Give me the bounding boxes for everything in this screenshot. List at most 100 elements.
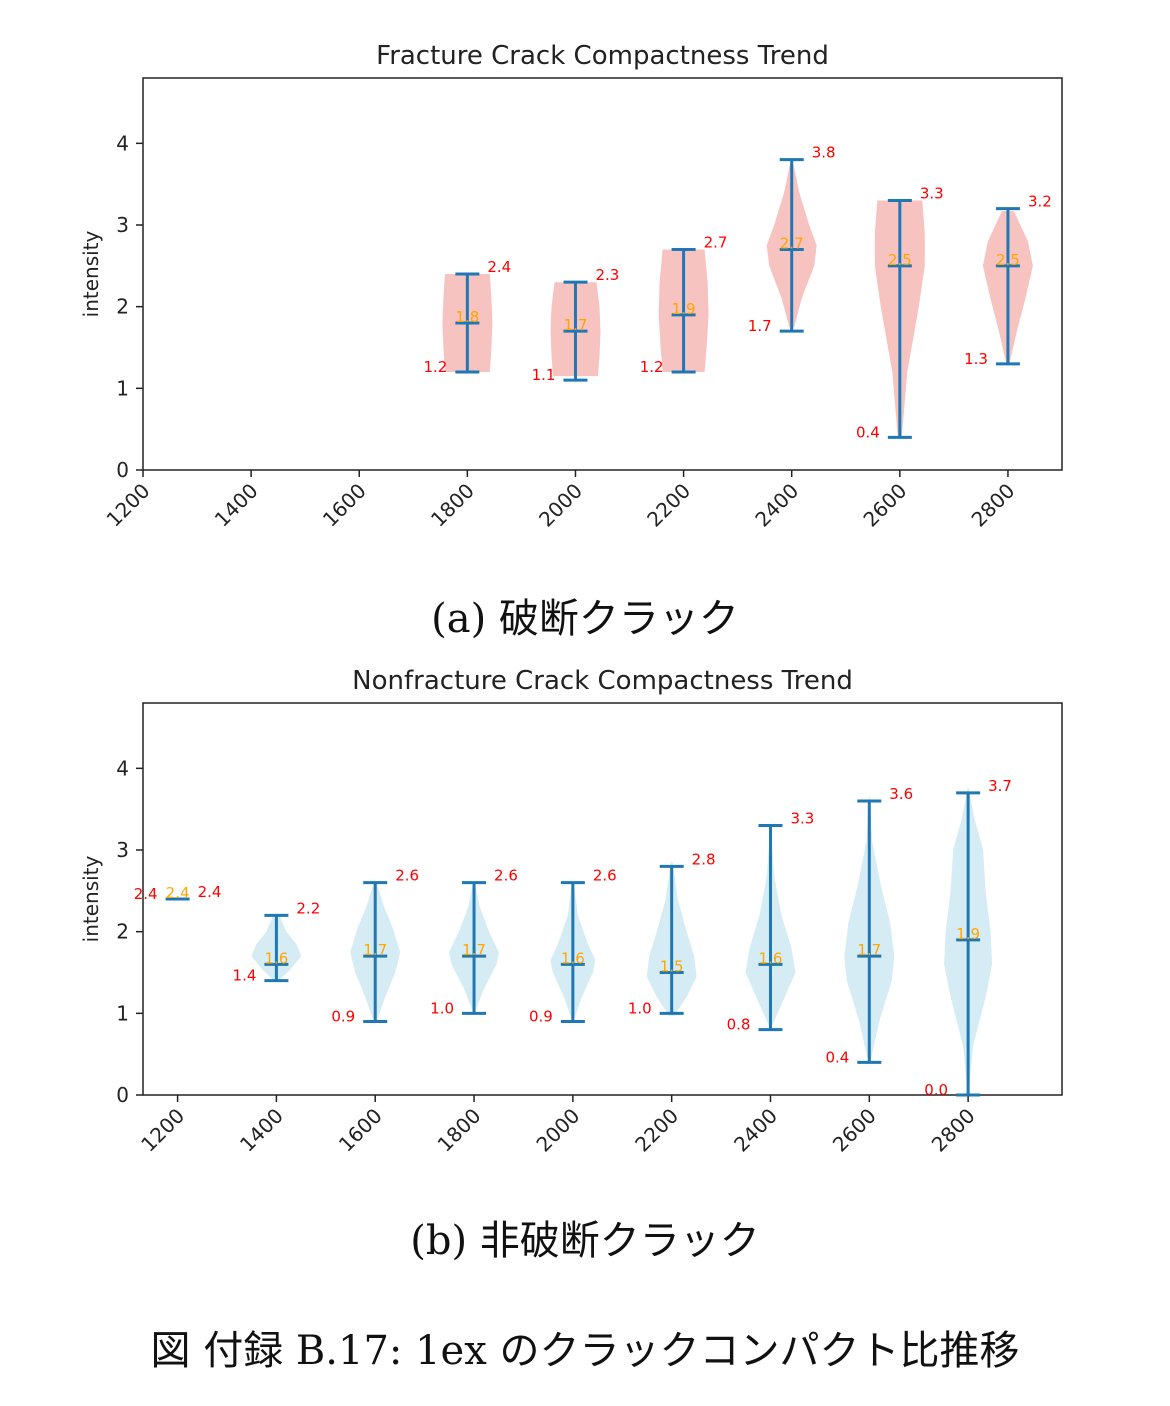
x-tick-label: 2000 [531, 1104, 584, 1157]
mean-label: 1.6 [561, 949, 585, 967]
x-tick-label: 2800 [967, 479, 1020, 532]
fracture-chart: Fracture Crack Compactness Trend 0 1 2 3 4 120… [0, 30, 1170, 590]
mean-label: 1.6 [264, 949, 288, 967]
x-tick-label: 1200 [102, 479, 155, 532]
max-label: 2.6 [395, 867, 419, 885]
max-label: 2.6 [593, 867, 617, 885]
y-tick-label: 1 [116, 376, 129, 400]
violin: 0.0 3.7 1.9 [924, 777, 1012, 1099]
mean-label: 1.8 [455, 308, 479, 326]
x-tick-label: 2800 [927, 1104, 980, 1157]
x-tick-label: 2200 [630, 1104, 683, 1157]
plot-frame [142, 77, 1063, 471]
mean-label: 1.7 [857, 941, 881, 959]
y-axis-label: intensity [79, 855, 103, 942]
violin: 0.4 3.3 2.5 [856, 185, 944, 442]
x-tick-label: 1600 [318, 479, 371, 532]
mean-label: 1.9 [956, 925, 980, 943]
chart-title: Nonfracture Crack Compactness Trend [352, 666, 853, 696]
y-tick-label: 4 [116, 131, 129, 155]
min-label: 2.4 [134, 885, 158, 903]
mean-label: 2.5 [996, 251, 1020, 269]
x-tick-label: 2600 [828, 1104, 881, 1157]
max-label: 3.8 [812, 144, 836, 162]
violin: 2.4 2.4 2.4 [134, 883, 222, 903]
mean-label: 2.5 [888, 251, 912, 269]
x-tick-label: 1400 [210, 479, 263, 532]
max-label: 2.4 [487, 258, 511, 276]
violin: 1.4 2.2 1.6 [233, 899, 321, 984]
mean-label: 1.5 [660, 958, 684, 976]
nonfracture-chart: Nonfracture Crack Compactness Trend 0 1 2 3 4… [0, 655, 1170, 1205]
violin: 0.9 2.6 1.6 [529, 867, 617, 1026]
mean-label: 1.7 [462, 941, 486, 959]
mean-label: 2.4 [166, 884, 190, 902]
y-tick-label: 0 [116, 1083, 129, 1107]
x-tick-label: 2400 [750, 479, 803, 532]
violin: 1.2 2.4 1.8 [423, 258, 511, 376]
min-label: 1.2 [640, 358, 664, 376]
min-label: 1.3 [964, 350, 988, 368]
caption-b: (b) 非破断クラック [410, 1218, 760, 1264]
x-tick-label: 2400 [729, 1104, 782, 1157]
mean-label: 1.7 [363, 941, 387, 959]
min-label: 0.0 [924, 1081, 948, 1099]
chart-svg: Nonfracture Crack Compactness Trend 0 1 2 3 4… [79, 666, 1063, 1157]
max-label: 3.3 [790, 810, 814, 828]
caption-a: (a) 破断クラック [431, 596, 739, 642]
violin: 0.8 3.3 1.6 [727, 810, 815, 1034]
y-tick-label: 4 [116, 756, 129, 780]
y-tick-label: 1 [116, 1001, 129, 1025]
x-tick-label: 1200 [136, 1104, 189, 1157]
plot-frame [142, 702, 1063, 1096]
violin: 0.4 3.6 1.7 [825, 785, 913, 1066]
min-label: 0.8 [727, 1016, 751, 1034]
violin: 1.1 2.3 1.7 [532, 266, 620, 384]
min-label: 0.9 [331, 1008, 355, 1026]
x-tick-label: 1800 [426, 479, 479, 532]
violin: 1.3 3.2 2.5 [964, 193, 1052, 368]
y-axis-label: intensity [79, 230, 103, 317]
max-label: 2.8 [692, 850, 716, 868]
max-label: 3.3 [920, 185, 944, 203]
min-label: 1.2 [423, 358, 447, 376]
figure-caption: 図 付録 B.17: 1ex のクラックコンパクト比推移 [150, 1328, 1020, 1374]
mean-label: 1.6 [759, 949, 783, 967]
mean-label: 2.7 [780, 235, 804, 253]
max-label: 2.7 [704, 234, 728, 252]
chart-svg: Fracture Crack Compactness Trend 0 1 2 3 4 120… [79, 41, 1063, 532]
y-tick-label: 3 [116, 213, 129, 237]
x-tick-label: 1400 [235, 1104, 288, 1157]
x-tick-label: 1800 [433, 1104, 486, 1157]
x-tick-label: 1600 [334, 1104, 387, 1157]
max-label: 2.2 [296, 899, 320, 917]
y-tick-label: 3 [116, 838, 129, 862]
x-tick-label: 2200 [642, 479, 695, 532]
min-label: 0.4 [856, 423, 880, 441]
mean-label: 1.9 [672, 300, 696, 318]
violin: 1.7 3.8 2.7 [748, 144, 836, 336]
max-label: 2.3 [595, 266, 619, 284]
y-tick-label: 2 [116, 920, 129, 944]
min-label: 1.4 [233, 967, 257, 985]
y-tick-label: 2 [116, 295, 129, 319]
violin: 1.0 2.6 1.7 [430, 867, 518, 1018]
min-label: 1.1 [532, 366, 556, 384]
min-label: 0.9 [529, 1008, 553, 1026]
max-label: 3.6 [889, 785, 913, 803]
max-label: 2.4 [198, 883, 222, 901]
violin: 0.9 2.6 1.7 [331, 867, 419, 1026]
chart-title: Fracture Crack Compactness Trend [376, 41, 829, 71]
min-label: 1.0 [430, 999, 454, 1017]
x-tick-label: 2000 [534, 479, 587, 532]
violin: 1.0 2.8 1.5 [628, 850, 716, 1017]
min-label: 1.7 [748, 317, 772, 335]
max-label: 3.2 [1028, 193, 1052, 211]
min-label: 1.0 [628, 999, 652, 1017]
y-tick-label: 0 [116, 458, 129, 482]
mean-label: 1.7 [564, 316, 588, 334]
violin: 1.2 2.7 1.9 [640, 234, 728, 377]
x-tick-label: 2600 [858, 479, 911, 532]
min-label: 0.4 [825, 1048, 849, 1066]
max-label: 3.7 [988, 777, 1012, 795]
